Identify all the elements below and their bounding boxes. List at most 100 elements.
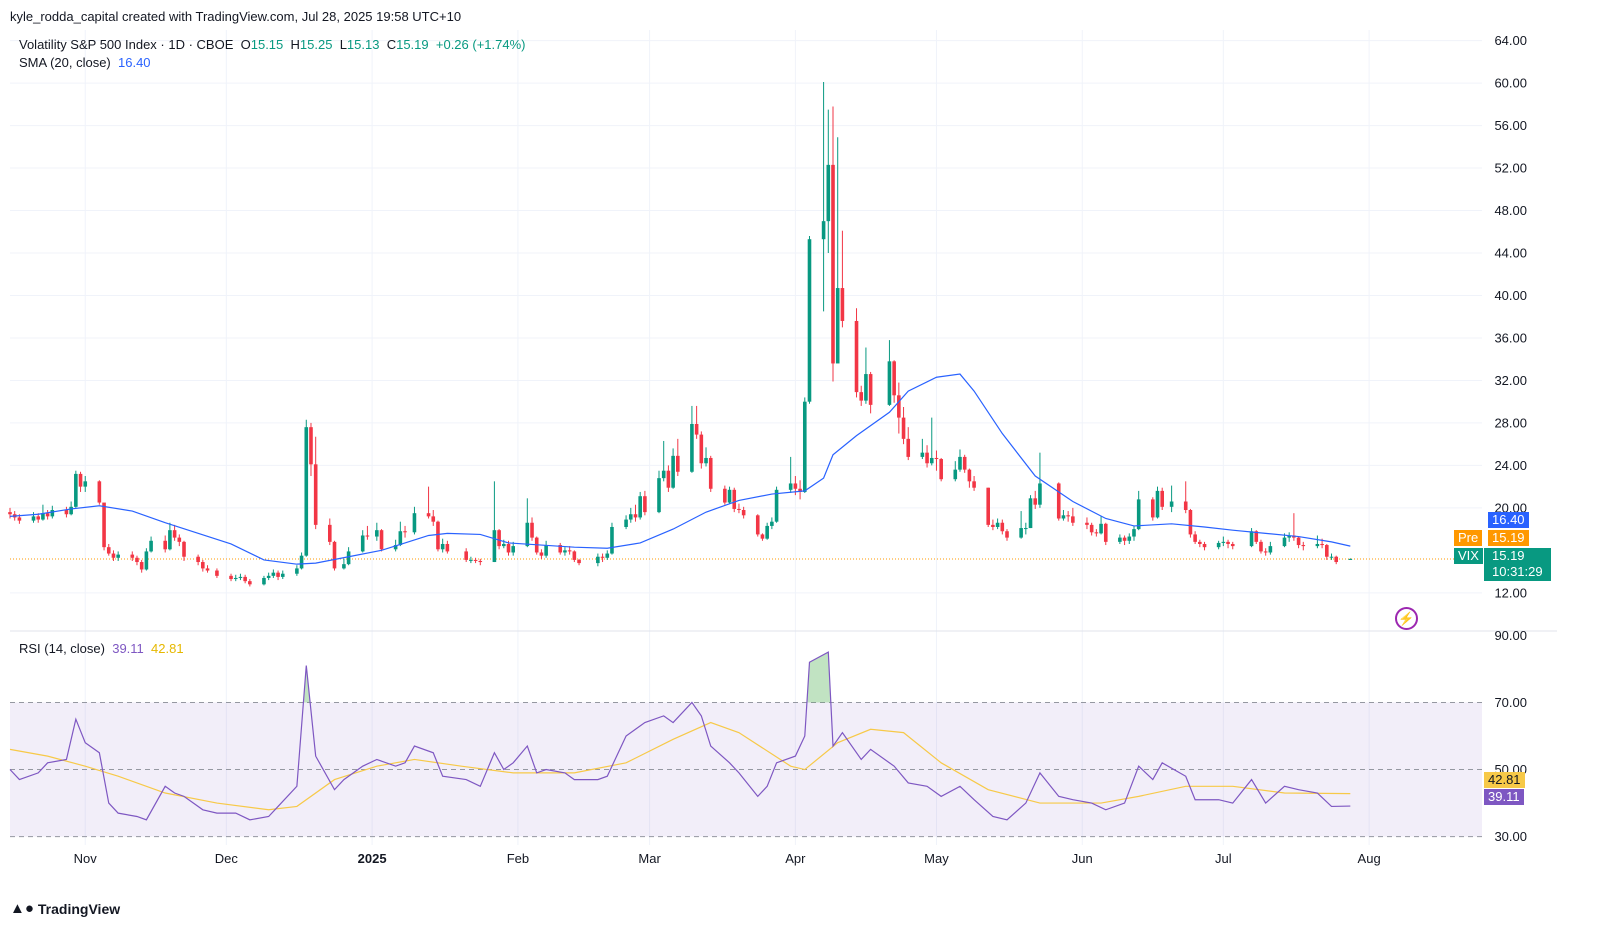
- price-axis-label: 20.00: [1494, 500, 1527, 515]
- price-axis-label: 12.00: [1494, 585, 1527, 600]
- candle-body: [1193, 534, 1197, 542]
- rsi-price-tag: 39.11: [1484, 789, 1524, 805]
- candle-body: [172, 530, 177, 538]
- candle-body: [332, 541, 337, 569]
- price-axis-label: 28.00: [1494, 415, 1527, 430]
- candle-body: [676, 455, 680, 472]
- candle-body: [831, 164, 835, 364]
- candle-body: [544, 545, 548, 556]
- high-value: 15.25: [299, 37, 333, 52]
- candle-body: [45, 513, 50, 517]
- price-axis-label: 64.00: [1494, 33, 1527, 48]
- candle-body: [497, 530, 501, 547]
- candle-body: [868, 374, 873, 405]
- candle-body: [1136, 499, 1141, 530]
- attribution: kyle_rodda_capital created with TradingV…: [10, 9, 462, 24]
- candle-body: [1230, 543, 1235, 547]
- candle-body: [177, 537, 182, 542]
- price-axis-label: 32.00: [1494, 373, 1527, 388]
- candle-body: [116, 554, 120, 558]
- sma-value: 16.40: [118, 55, 151, 70]
- candle-body: [1024, 528, 1028, 530]
- time-axis-label: Aug: [1358, 851, 1381, 866]
- candle-body: [64, 510, 69, 515]
- candle-body: [1198, 541, 1202, 544]
- lightning-icon[interactable]: ⚡: [1395, 607, 1418, 630]
- candle-body: [299, 555, 304, 569]
- rsi-value: 39.11: [112, 641, 144, 656]
- candle-body: [469, 559, 473, 561]
- candle-body: [431, 516, 436, 522]
- candle-body: [375, 530, 379, 537]
- rsi-label: RSI (14, close): [19, 641, 105, 656]
- candle-body: [906, 438, 911, 457]
- candle-body: [760, 534, 765, 539]
- candle-body: [436, 521, 440, 550]
- candle-body: [1160, 490, 1165, 507]
- candle-body: [360, 535, 365, 552]
- candle-body: [1085, 522, 1089, 525]
- candle-body: [426, 513, 431, 517]
- candle-body: [102, 502, 106, 548]
- candle-body: [1249, 531, 1254, 547]
- candle-body: [577, 559, 581, 564]
- candle-body: [1169, 501, 1174, 507]
- open-label: O: [240, 37, 251, 52]
- candle-body: [596, 556, 600, 564]
- symbol-legend: Volatility S&P 500 Index · 1D · CBOE O 15…: [19, 37, 526, 52]
- candle-body: [1325, 545, 1329, 557]
- rsi-line: [9, 651, 1351, 821]
- candle-body: [1287, 535, 1291, 538]
- candle-body: [1061, 515, 1066, 519]
- price-axis-label: 60.00: [1494, 76, 1527, 91]
- candle-body: [666, 470, 671, 488]
- candle-body: [248, 581, 252, 585]
- candle-body: [313, 464, 318, 525]
- candle-body: [1315, 543, 1320, 547]
- candle-body: [473, 559, 478, 561]
- low-label: L: [339, 37, 347, 52]
- candle-body: [17, 517, 22, 521]
- candle-body: [802, 401, 807, 492]
- candle-body: [661, 470, 666, 479]
- candle-body: [1038, 483, 1042, 505]
- high-label: H: [290, 37, 300, 52]
- change-value: +0.26 (+1.74%): [435, 37, 526, 52]
- candle-body: [1071, 516, 1075, 523]
- symbol-name: Volatility S&P 500 Index · 1D · CBOE: [19, 37, 234, 52]
- candle-body: [798, 488, 802, 492]
- candle-body: [365, 535, 370, 537]
- candle-body: [309, 427, 313, 465]
- candle-body: [1221, 541, 1226, 543]
- time-axis-label: 2025: [358, 851, 387, 866]
- candle-body: [327, 524, 332, 542]
- candle-body: [1089, 524, 1094, 533]
- candle-body: [600, 556, 605, 558]
- candle-body: [610, 526, 614, 554]
- candle-body: [958, 456, 962, 470]
- candle-body: [643, 496, 647, 513]
- candle-body: [506, 543, 511, 553]
- candle-body: [986, 487, 990, 525]
- candle-body: [638, 496, 642, 518]
- candle-body: [31, 516, 36, 521]
- candle-body: [1019, 528, 1023, 538]
- pre-market-price-tag: 15.19: [1488, 530, 1529, 546]
- candle-body: [788, 483, 793, 490]
- rsi-axis-label: 30.00: [1494, 829, 1527, 844]
- candle-body: [262, 577, 266, 585]
- sma-price-tag: 16.40: [1488, 512, 1529, 528]
- candle-body: [346, 551, 351, 565]
- candle-body: [774, 489, 779, 522]
- candle-body: [563, 550, 567, 553]
- candle-body: [266, 575, 271, 578]
- candle-body: [755, 515, 760, 535]
- candle-body: [732, 489, 737, 509]
- candle-body: [201, 562, 205, 569]
- vix-label: VIX: [1454, 548, 1483, 564]
- close-value: 15.19: [396, 37, 429, 52]
- candle-body: [1301, 545, 1306, 547]
- tradingview-logo[interactable]: ▲● TradingView: [10, 900, 120, 917]
- rsi-axis-label: 70.00: [1494, 695, 1527, 710]
